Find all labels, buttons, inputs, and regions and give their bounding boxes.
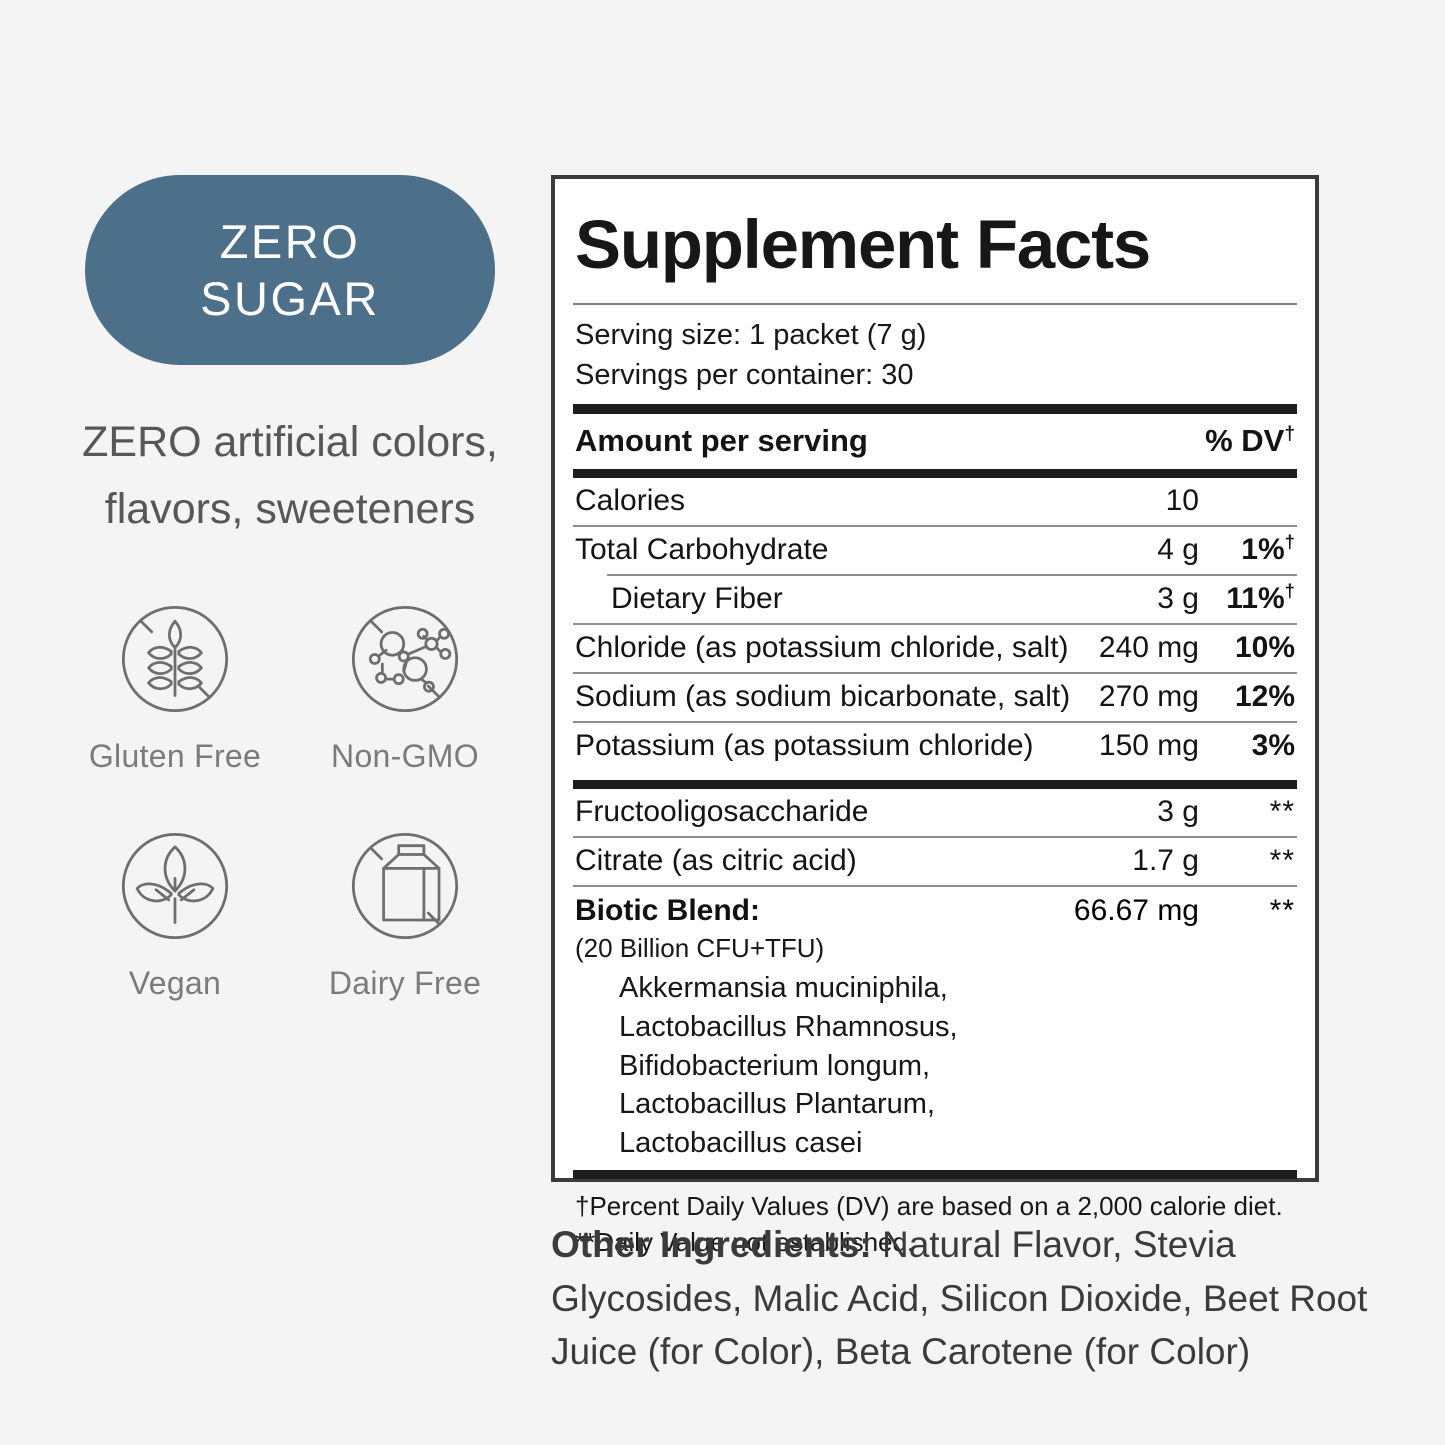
zero-artificial-tagline: ZERO artificial colors, flavors, sweeten… <box>82 418 498 533</box>
row-divider <box>573 720 1297 723</box>
strain-item: Lactobacillus Plantarum, <box>619 1088 935 1121</box>
supplement-facts-panel: Supplement Facts Serving size: 1 packet … <box>551 175 1319 1257</box>
certification-label: Gluten Free <box>88 738 262 775</box>
biotic-blend-cfu: (20 Billion CFU+TFU) <box>575 932 825 963</box>
other-ingredients: Other Ingredients: Natural Flavor, Stevi… <box>551 1218 1371 1379</box>
nutrient-dv: 10% <box>1234 630 1295 664</box>
biotic-blend-row: Biotic Blend: 66.67 mg ** <box>573 887 1297 930</box>
certification-label: Dairy Free <box>328 965 482 1002</box>
serving-size: Serving size: 1 packet (7 g) <box>575 318 927 351</box>
row-divider <box>573 671 1297 674</box>
gluten-free-icon <box>112 596 238 722</box>
table-row: Calories 10 <box>573 478 1297 525</box>
other-ingredients-label: Other Ingredients: <box>551 1224 872 1265</box>
nutrient-name: Fructooligosaccharide <box>575 794 869 828</box>
servings-per-container: Servings per container: 30 <box>575 358 914 391</box>
table-row: Chloride (as potassium chloride, salt) 2… <box>573 625 1297 672</box>
dairy-free-icon <box>342 823 468 949</box>
nutrient-name: Potassium (as potassium chloride) <box>575 728 1034 762</box>
table-row: Citrate (as citric acid) 1.7 g ** <box>573 838 1297 885</box>
divider-thick-bottom <box>573 1170 1297 1180</box>
row-divider <box>573 524 1297 527</box>
zero-sugar-line-2: SUGAR <box>200 272 380 325</box>
row-divider <box>573 622 1297 625</box>
certification-gluten-free: Gluten Free <box>60 596 290 775</box>
supplement-facts-title: Supplement Facts <box>575 206 1151 283</box>
nutrient-dv: 1%† <box>1241 530 1295 566</box>
table-row: Total Carbohydrate 4 g 1%† <box>573 527 1297 574</box>
table-row: Potassium (as potassium chloride) 150 mg… <box>573 723 1297 770</box>
nutrient-amount: 3 g <box>1157 794 1199 828</box>
nutrient-name: Sodium (as sodium bicarbonate, salt) <box>575 679 1071 713</box>
biotic-strain-list: Akkermansia muciniphila, Lactobacillus R… <box>573 964 1297 1170</box>
row-divider <box>573 884 1297 887</box>
nutrient-name: Total Carbohydrate <box>575 532 829 566</box>
table-row: Sodium (as sodium bicarbonate, salt) 270… <box>573 674 1297 721</box>
strain-item: Lactobacillus casei <box>619 1126 863 1159</box>
footnote-not-established: **Daily Value not established. <box>575 1226 915 1257</box>
amount-per-serving-header: Amount per serving <box>575 422 868 458</box>
serving-info: Serving size: 1 packet (7 g) Servings pe… <box>573 305 1297 404</box>
certification-label: Non-GMO <box>331 738 479 775</box>
certification-dairy-free: Dairy Free <box>290 823 520 1002</box>
certification-non-gmo: Non-GMO <box>290 596 520 775</box>
divider-thick-middle <box>573 779 1297 789</box>
table-header-row: Amount per serving % DV† <box>573 414 1297 469</box>
nutrient-amount: 150 mg <box>1098 728 1199 762</box>
strain-item: Bifidobacterium longum, <box>619 1049 931 1082</box>
nutrient-name: Calories <box>575 483 686 517</box>
nutrient-name: Chloride (as potassium chloride, salt) <box>575 630 1069 664</box>
claims-panel: ZERO SUGAR ZERO artificial colors, flavo… <box>60 175 520 1002</box>
other-ingredients-text: Natural Flavor, Stevia Glycosides, Malic… <box>551 1224 1368 1373</box>
certification-label: Vegan <box>128 965 222 1002</box>
nutrient-amount: 240 mg <box>1098 630 1199 664</box>
nutrient-amount: 270 mg <box>1098 679 1199 713</box>
row-divider <box>607 573 1297 576</box>
zero-sugar-badge: ZERO SUGAR <box>85 175 495 365</box>
biotic-blend-name: Biotic Blend: <box>575 893 760 927</box>
nutrient-amount: 10 <box>1165 483 1199 517</box>
nutrient-dv: 12% <box>1234 679 1295 713</box>
strain-item: Lactobacillus Rhamnosus, <box>619 1010 958 1043</box>
biotic-blend-dv: ** <box>1269 893 1295 927</box>
strain-item: Akkermansia muciniphila, <box>619 972 948 1005</box>
nutrient-amount: 3 g <box>1157 581 1199 615</box>
nutrient-dv: 11%† <box>1226 579 1295 615</box>
title-divider <box>573 302 1297 305</box>
nutrient-dv: ** <box>1269 843 1295 877</box>
nutrient-name: Citrate (as citric acid) <box>575 843 857 877</box>
table-row: Dietary Fiber 3 g 11%† <box>573 576 1297 623</box>
nutrient-amount: 4 g <box>1157 532 1199 566</box>
zero-sugar-line-1: ZERO <box>219 214 361 268</box>
divider-thick-header <box>573 468 1297 478</box>
nutrient-name: Dietary Fiber <box>611 581 783 615</box>
nutrient-dv: ** <box>1269 794 1295 828</box>
divider-thick-top <box>573 403 1297 414</box>
vegan-icon <box>112 823 238 949</box>
certification-grid: Gluten Free <box>60 596 520 1002</box>
nutrient-dv: 3% <box>1251 728 1295 762</box>
table-row: Fructooligosaccharide 3 g ** <box>573 789 1297 836</box>
biotic-blend-amount: 66.67 mg <box>1073 893 1199 927</box>
dv-header: % DV† <box>1205 422 1295 458</box>
certification-vegan: Vegan <box>60 823 290 1002</box>
non-gmo-icon <box>342 596 468 722</box>
footnote-daily-values: †Percent Daily Values (DV) are based on … <box>575 1191 1283 1222</box>
row-divider <box>573 835 1297 838</box>
nutrient-amount: 1.7 g <box>1132 843 1199 877</box>
footnotes: †Percent Daily Values (DV) are based on … <box>573 1179 1297 1260</box>
